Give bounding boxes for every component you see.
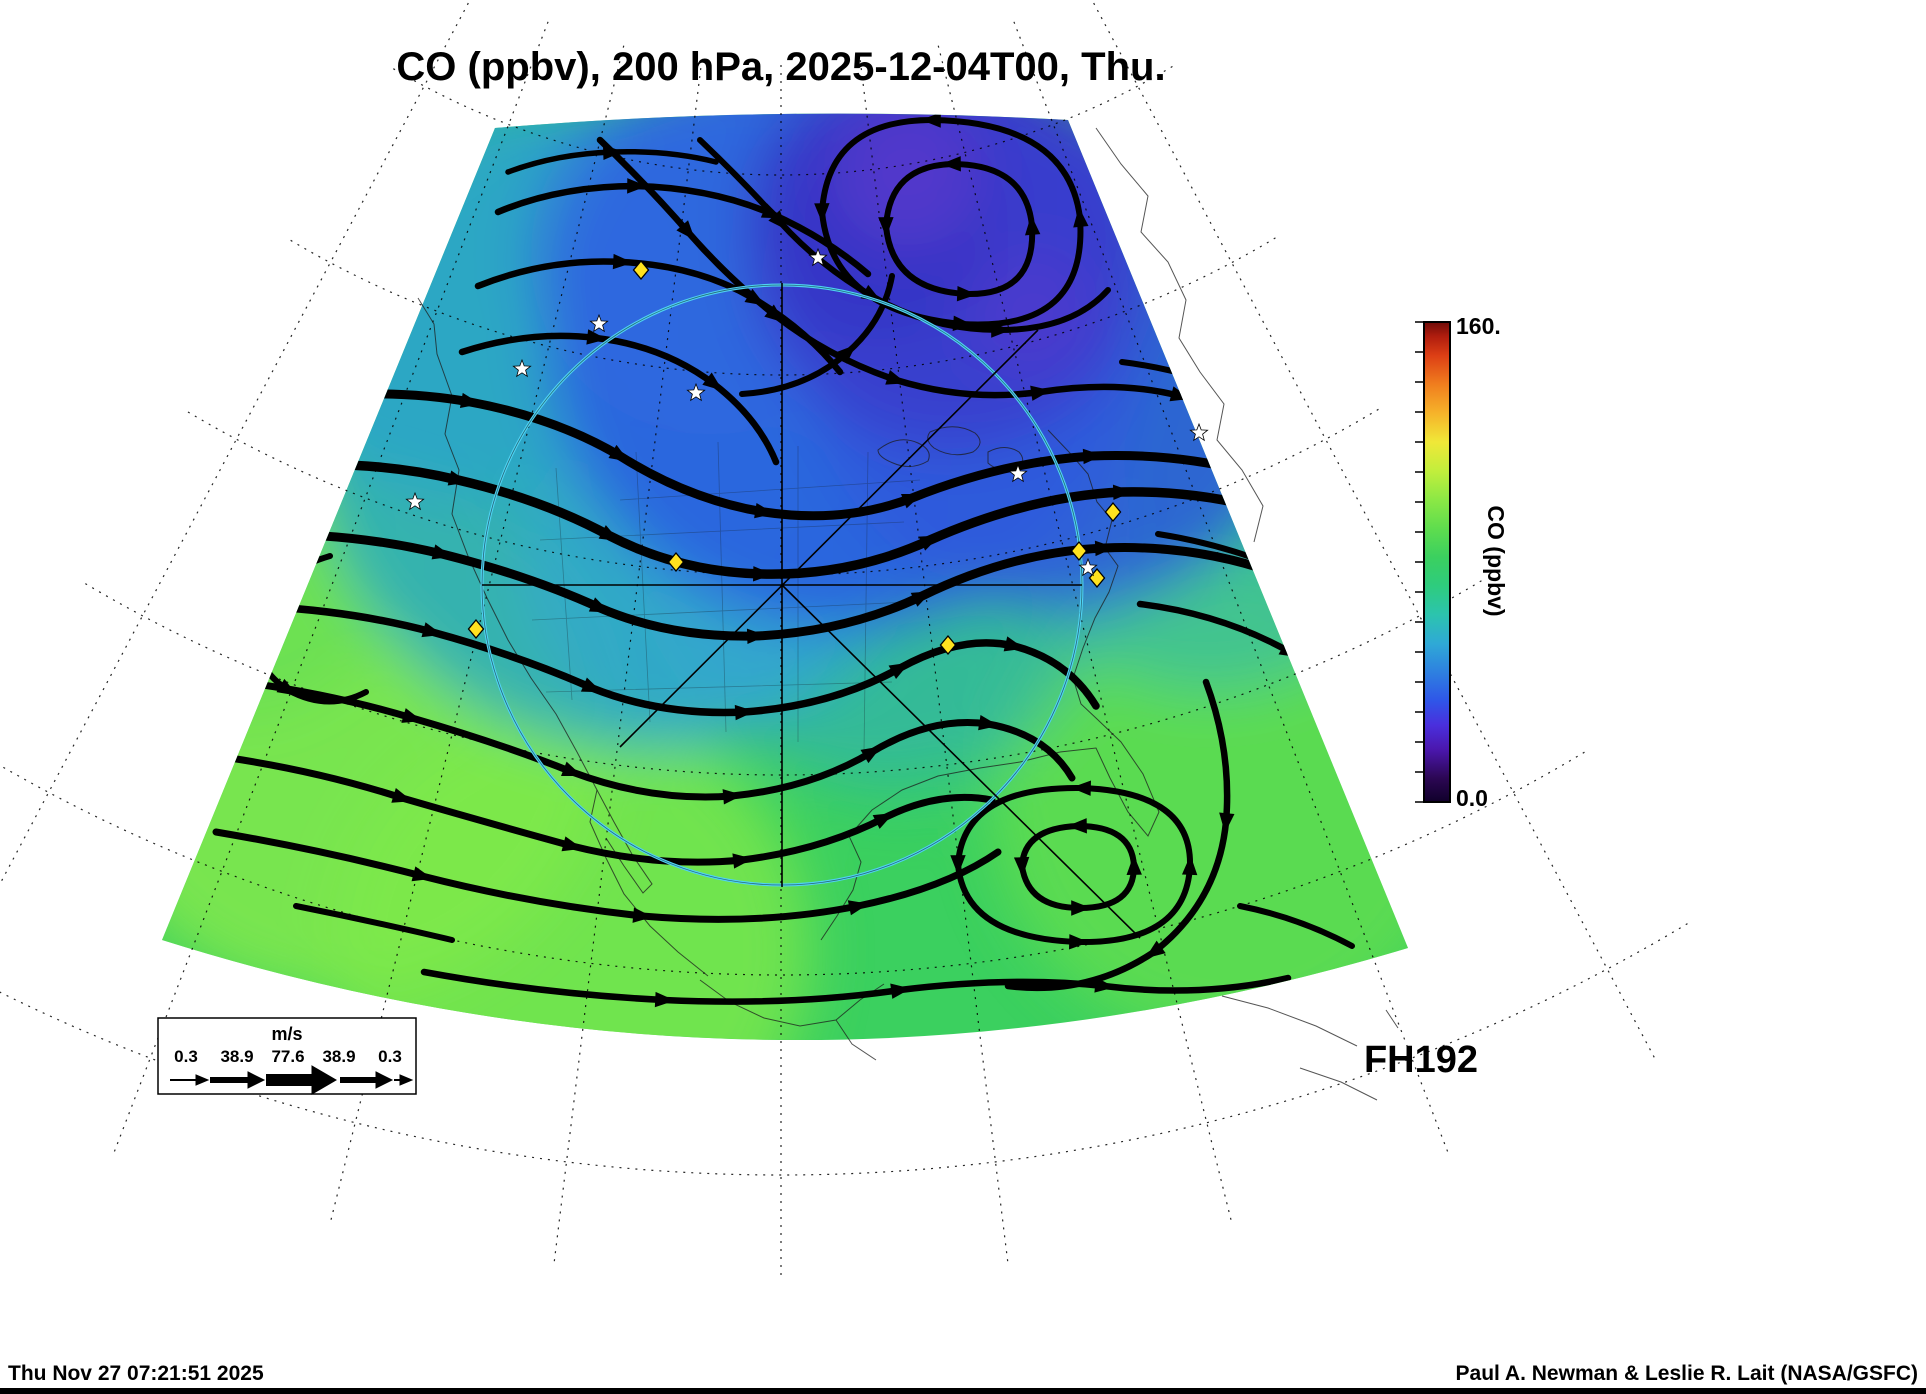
wind-legend-speed-1: 0.3 [174, 1047, 198, 1066]
wind-legend-units: m/s [271, 1024, 302, 1044]
timestamp: Thu Nov 27 07:21:51 2025 [8, 1362, 264, 1385]
crosshair [482, 283, 1141, 939]
figure-title: CO (ppbv), 200 hPa, 2025-12-04T00, Thu. [396, 45, 1165, 89]
wind-legend: m/s 0.3 38.9 77.6 38.9 0.3 [157, 1017, 417, 1095]
colorbar-max-label: 160. [1456, 313, 1501, 339]
forecast-hour-label: FH192 [1364, 1039, 1478, 1081]
colorbar-title: CO (ppbv) [1483, 505, 1509, 616]
wind-legend-speed-5: 0.3 [378, 1047, 402, 1066]
colorbar-min-label: 0.0 [1456, 785, 1488, 811]
graticule-parallel [0, 923, 1688, 1176]
graticule-meridian [1091, 0, 1655, 1058]
graticule-parallel [80, 580, 1482, 776]
wind-legend-speed-2: 38.9 [220, 1047, 253, 1066]
colorbar-ticks [1415, 321, 1423, 803]
credit: Paul A. Newman & Leslie R. Lait (NASA/GS… [1456, 1362, 1918, 1385]
wind-legend-arrows [170, 1065, 414, 1095]
wind-legend-speed-4: 38.9 [322, 1047, 355, 1066]
wind-legend-speed-3: 77.6 [271, 1047, 304, 1066]
co-field [162, 113, 1408, 1041]
bottom-border [0, 1388, 1926, 1394]
graticule-meridian [113, 21, 549, 1152]
colorbar-gradient-bar [1423, 321, 1451, 803]
graticule-meridian [0, 0, 471, 886]
graticule-parallel [183, 408, 1379, 576]
colorbar: 160. 0.0 CO (ppbv) [1415, 313, 1509, 811]
